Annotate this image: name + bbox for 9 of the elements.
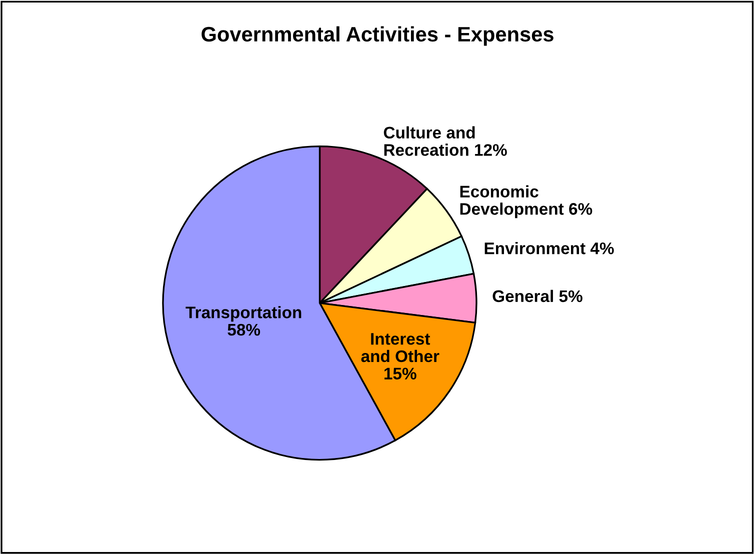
slice-label: General 5%	[492, 290, 582, 302]
data-label: 15%	[384, 368, 416, 380]
slice-label: Culture and Recreation 12%	[384, 126, 507, 156]
slice-label: Transportation	[186, 306, 302, 322]
slice-label: Interest and Other	[361, 333, 440, 362]
slice-label: Environment 4%	[484, 242, 614, 254]
slice-label: Economic Development 6%	[460, 185, 592, 218]
data-label: 58%	[228, 324, 260, 336]
chart-title: Governmental Activities - Expenses	[202, 26, 554, 46]
